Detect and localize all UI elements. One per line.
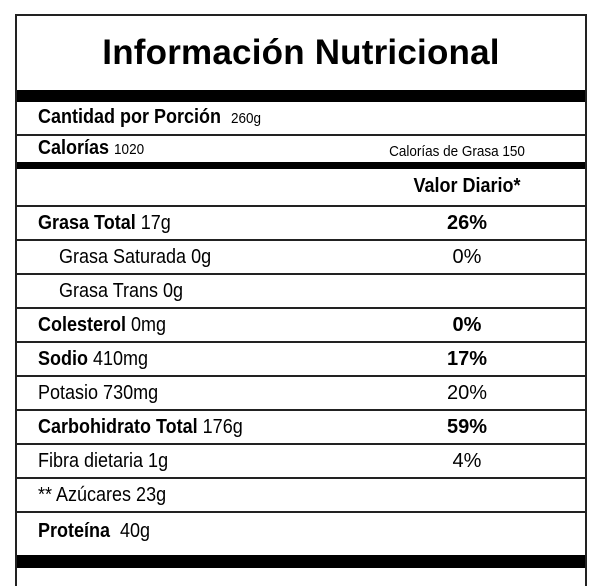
nutrition-facts-label: Información Nutricional Cantidad por Por… <box>15 14 587 586</box>
nutrient-label: Colesterol 0mg <box>38 314 166 337</box>
nutrient-row: Grasa Total 17g 26% <box>17 207 585 241</box>
nutrient-name: Potasio <box>38 382 99 404</box>
nutrient-row: Grasa Trans 0g <box>17 275 585 309</box>
label-title: Información Nutricional <box>102 33 500 72</box>
nutrient-row: Proteína 40g <box>17 513 585 555</box>
nutrient-label: ** Azúcares 23g <box>38 484 166 507</box>
nutrient-label: Grasa Saturada 0g <box>59 246 211 269</box>
nutrient-amount: 40g <box>120 520 151 542</box>
nutrient-amount: 730mg <box>103 382 159 404</box>
nutrient-name: Grasa Trans <box>59 280 159 302</box>
daily-value-header: Valor Diario* <box>413 175 521 197</box>
nutrient-amount: 0g <box>163 280 184 302</box>
serving-label: Cantidad por Porción <box>38 106 222 128</box>
nutrient-amount: 17g <box>140 212 171 234</box>
fat-calories: Calorías de Grasa 150 <box>389 143 525 160</box>
nutrient-amount: 0g <box>191 246 212 268</box>
serving-value: 260g <box>231 110 262 127</box>
nutrient-daily-value: 26% <box>446 212 488 234</box>
nutrient-name: Fibra dietaria <box>38 450 144 472</box>
nutrient-row: Fibra dietaria 1g 4% <box>17 445 585 479</box>
nutrient-row: Potasio 730mg 20% <box>17 377 585 411</box>
divider-thick <box>17 90 585 102</box>
calories-label: Calorías <box>38 137 110 159</box>
divider-thick <box>17 555 585 568</box>
calories-value: 1020 <box>114 141 145 158</box>
nutrient-label: Proteína 40g <box>38 520 150 543</box>
serving-row: Cantidad por Porción 260g <box>17 102 585 136</box>
nutrient-daily-value: 4% <box>452 450 482 472</box>
nutrient-name: Grasa Total <box>38 212 136 234</box>
nutrient-daily-value: 17% <box>446 348 488 370</box>
nutrient-label: Fibra dietaria 1g <box>38 450 168 473</box>
nutrient-label: Potasio 730mg <box>38 382 158 405</box>
nutrient-daily-value: 0% <box>452 314 482 336</box>
nutrient-row: Grasa Saturada 0g 0% <box>17 241 585 275</box>
nutrient-amount: 23g <box>136 484 167 506</box>
nutrient-amount: 176g <box>202 416 243 438</box>
nutrient-row: ** Azúcares 23g <box>17 479 585 513</box>
nutrient-label: Sodio 410mg <box>38 348 148 371</box>
nutrient-row: Sodio 410mg 17% <box>17 343 585 377</box>
nutrient-label: Grasa Trans 0g <box>59 280 183 303</box>
nutrient-daily-value: 20% <box>446 382 488 404</box>
nutrient-name: Proteína <box>38 520 111 542</box>
nutrient-row: Carbohidrato Total 176g 59% <box>17 411 585 445</box>
nutrient-label: Carbohidrato Total 176g <box>38 416 243 439</box>
nutrient-amount: 410mg <box>92 348 149 370</box>
nutrient-amount: 1g <box>148 450 169 472</box>
nutrient-daily-value: 59% <box>446 416 488 438</box>
nutrient-name: Carbohidrato Total <box>38 416 198 438</box>
nutrient-row: Colesterol 0mg 0% <box>17 309 585 343</box>
nutrient-amount: 0mg <box>131 314 167 336</box>
divider-thick <box>17 162 585 169</box>
nutrient-daily-value: 0% <box>452 246 482 268</box>
nutrient-name: Grasa Saturada <box>59 246 187 268</box>
calories-row: Calorías 1020 Calorías de Grasa 150 <box>17 136 585 162</box>
nutrient-name: Colesterol <box>38 314 127 336</box>
daily-value-header-row: Valor Diario* <box>17 169 585 207</box>
nutrient-name: Sodio <box>38 348 88 370</box>
nutrient-name: ** Azúcares <box>38 484 132 506</box>
nutrient-label: Grasa Total 17g <box>38 212 171 235</box>
